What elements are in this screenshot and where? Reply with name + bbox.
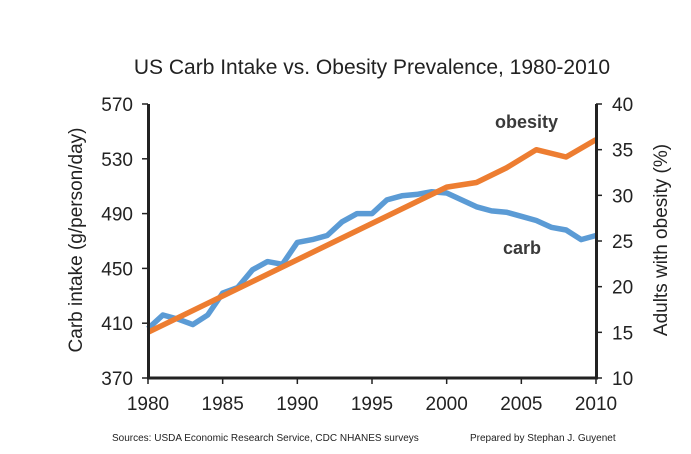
x-tick-label: 2010 xyxy=(575,394,617,415)
x-tick-label: 1990 xyxy=(276,394,318,415)
x-tick-label: 1980 xyxy=(127,394,169,415)
x-tick-label: 2000 xyxy=(426,394,468,415)
y-left-tick-label: 450 xyxy=(101,259,133,280)
obesity-series-label: obesity xyxy=(495,112,558,132)
y-right-tick-label: 30 xyxy=(612,186,633,207)
y-right-tick-label: 35 xyxy=(612,141,633,162)
x-tick-label: 1995 xyxy=(351,394,393,415)
y-left-tick-label: 570 xyxy=(101,95,133,116)
y-right-tick-label: 40 xyxy=(612,95,633,116)
carb-series-label: carb xyxy=(503,238,541,258)
y-left-tick-label: 370 xyxy=(101,369,133,390)
carb-series-line xyxy=(146,188,597,331)
y-left-tick-label: 490 xyxy=(101,205,133,226)
chart-title: US Carb Intake vs. Obesity Prevalence, 1… xyxy=(134,56,610,79)
tick-labels: 1980 1985 1990 1995 2000 2005 2010370410450490… xyxy=(101,95,633,415)
sources-footnote: Sources: USDA Economic Research Service,… xyxy=(112,433,419,444)
series-layer xyxy=(146,137,598,335)
y-axis-right-title: Adults with obesity (%) xyxy=(651,144,672,336)
y-right-tick-label: 25 xyxy=(612,232,633,253)
y-left-tick-label: 410 xyxy=(101,314,133,335)
y-right-tick-label: 20 xyxy=(612,278,633,299)
y-right-tick-label: 15 xyxy=(612,323,633,344)
y-left-tick-label: 530 xyxy=(101,150,133,171)
x-tick-label: 1985 xyxy=(202,394,244,415)
prepared-by-footnote: Prepared by Stephan J. Guyenet xyxy=(470,433,616,444)
y-right-tick-label: 10 xyxy=(612,369,633,390)
x-tick-label: 2005 xyxy=(500,394,542,415)
y-axis-left-title: Carb intake (g/person/day) xyxy=(66,128,87,353)
